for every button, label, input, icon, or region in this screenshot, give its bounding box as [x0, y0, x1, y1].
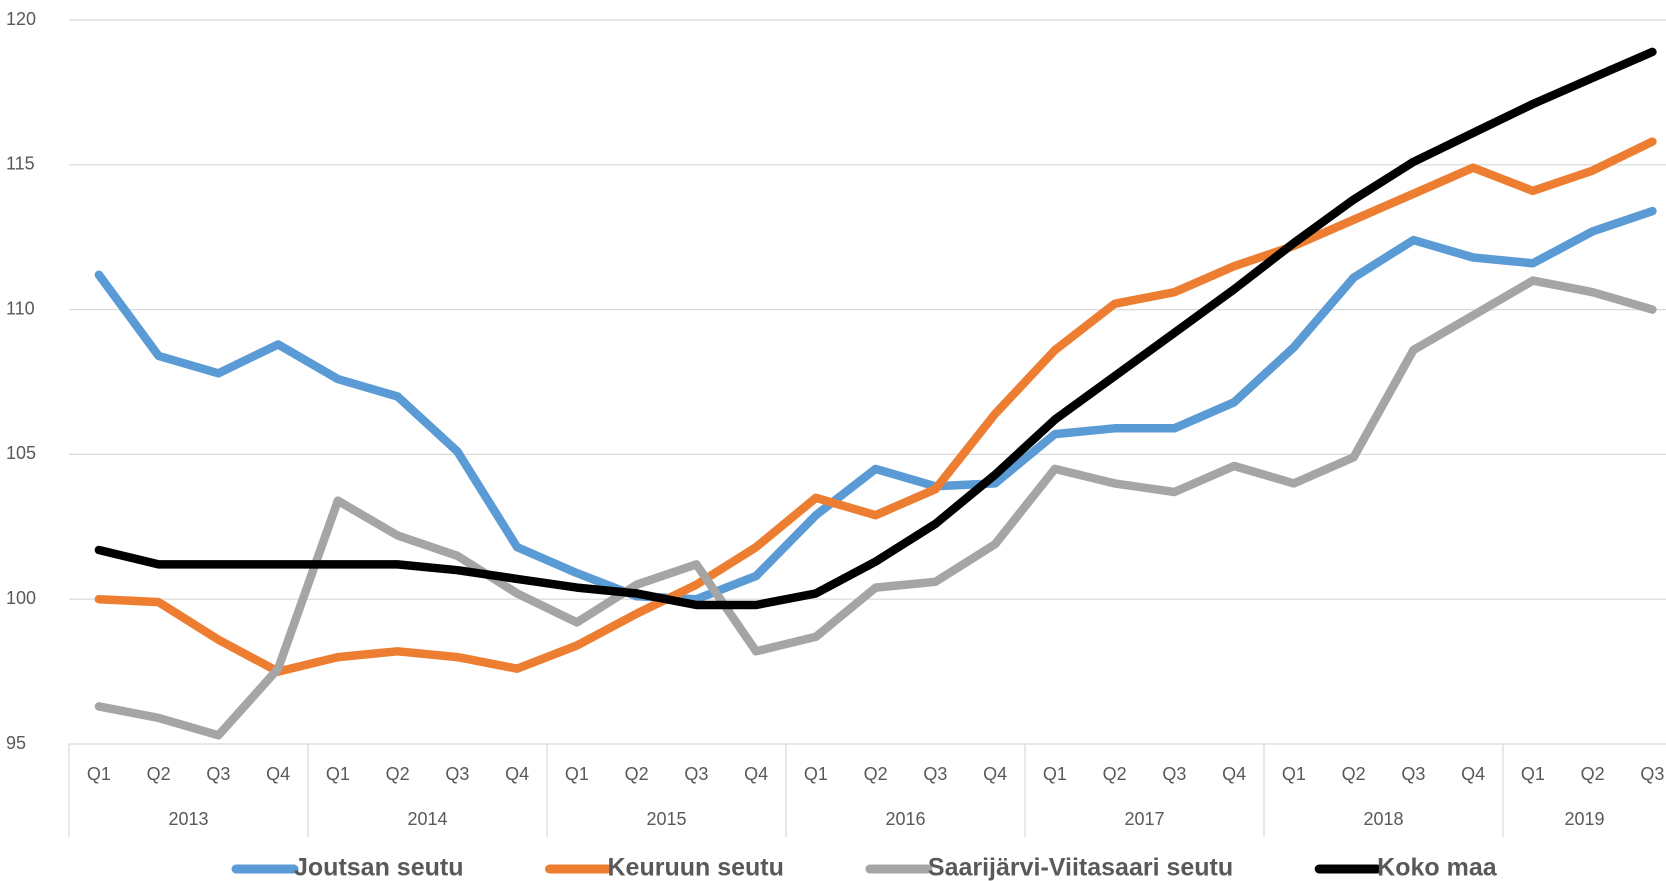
y-tick-label: 95 [6, 733, 26, 753]
y-tick-label: 100 [6, 588, 36, 608]
x-group-label: 2014 [407, 809, 447, 829]
x-group-label: 2013 [168, 809, 208, 829]
x-tick-label: Q3 [206, 764, 230, 784]
x-tick-label: Q3 [1640, 764, 1664, 784]
x-tick-label: Q2 [1342, 764, 1366, 784]
legend-label: Saarijärvi-Viitasaari seutu [928, 854, 1233, 881]
x-tick-label: Q1 [1282, 764, 1306, 784]
x-group-label: 2017 [1124, 809, 1164, 829]
x-tick-label: Q4 [983, 764, 1007, 784]
x-tick-label: Q3 [1401, 764, 1425, 784]
x-tick-label: Q1 [326, 764, 350, 784]
x-tick-label: Q1 [565, 764, 589, 784]
legend-label: Keuruun seutu [607, 854, 783, 881]
x-tick-label: Q2 [147, 764, 171, 784]
y-tick-label: 105 [6, 443, 36, 463]
series-line [94, 47, 1657, 610]
x-tick-label: Q2 [864, 764, 888, 784]
x-tick-label: Q3 [923, 764, 947, 784]
x-tick-label: Q4 [1222, 764, 1246, 784]
x-tick-label: Q3 [1162, 764, 1186, 784]
y-tick-label: 110 [6, 298, 35, 318]
x-group-label: 2018 [1363, 809, 1403, 829]
x-tick-label: Q4 [744, 764, 768, 784]
x-tick-label: Q3 [684, 764, 708, 784]
y-tick-label: 120 [6, 9, 36, 29]
series-line [94, 276, 1657, 740]
x-tick-label: Q2 [625, 764, 649, 784]
x-tick-label: Q1 [804, 764, 828, 784]
x-tick-label: Q4 [1461, 764, 1485, 784]
x-group-label: 2015 [646, 809, 686, 829]
legend-label: Joutsan seutu [294, 854, 463, 881]
series-line [94, 137, 1657, 676]
x-tick-label: Q2 [1103, 764, 1127, 784]
legend-label: Koko maa [1377, 854, 1498, 881]
x-tick-label: Q1 [1521, 764, 1545, 784]
x-tick-label: Q3 [445, 764, 469, 784]
y-tick-label: 115 [6, 154, 35, 174]
series-line [94, 206, 1657, 604]
x-tick-label: Q1 [87, 764, 111, 784]
x-tick-label: Q2 [386, 764, 410, 784]
x-tick-label: Q1 [1043, 764, 1067, 784]
x-group-label: 2019 [1564, 809, 1604, 829]
x-tick-label: Q4 [266, 764, 290, 784]
x-tick-label: Q2 [1581, 764, 1605, 784]
x-tick-label: Q4 [505, 764, 529, 784]
x-group-label: 2016 [885, 809, 925, 829]
